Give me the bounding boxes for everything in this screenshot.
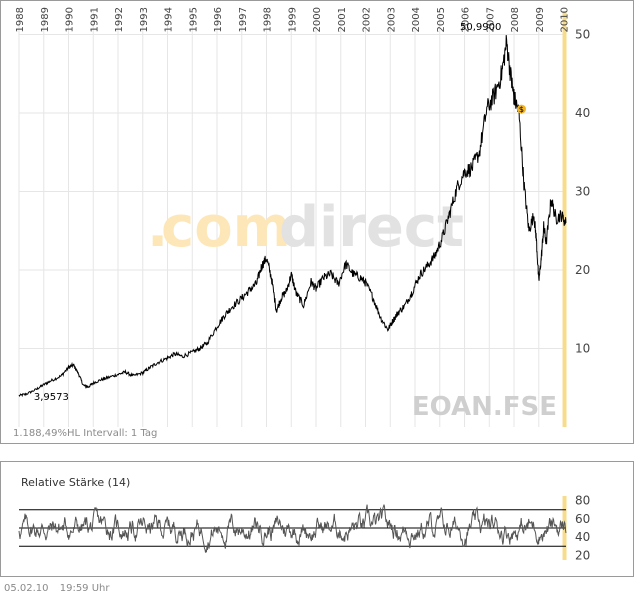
x-tick-label: 2000	[312, 7, 323, 32]
rsi-line	[18, 504, 567, 553]
y-tick-label: 50	[575, 28, 590, 42]
x-tick-label: 1990	[65, 7, 76, 32]
y-tick-labels: 10 20 30 40 50	[575, 28, 590, 356]
rsi-title: Relative Stärke (14)	[21, 476, 130, 489]
footer-time: 19:59 Uhr	[59, 583, 110, 594]
x-tick-label: 2005	[436, 7, 447, 32]
dividend-marker	[516, 104, 526, 114]
x-tick-label: 2002	[362, 7, 373, 32]
watermark: . com direct	[147, 195, 464, 260]
rsi-y-tick-label: 80	[575, 494, 590, 508]
watermark-dot: .	[147, 195, 168, 260]
price-line	[18, 35, 567, 398]
rsi-y-tick-label: 60	[575, 512, 590, 526]
dividend-marker-label: $	[519, 105, 524, 114]
watermark-com: com	[161, 195, 291, 260]
interval-info: 1.188,49%HL Intervall: 1 Tag	[13, 428, 157, 439]
rsi-reference-lines	[19, 509, 566, 547]
min-price-label: 3,9573	[34, 392, 69, 403]
current-period-highlight	[562, 11, 567, 427]
rsi-y-tick-label: 40	[575, 530, 590, 544]
x-tick-label: 2006	[461, 7, 472, 32]
watermark-direct: direct	[279, 195, 464, 260]
y-gridlines	[19, 34, 566, 350]
price-chart: . com direct EOAN.FSE 1988 1989 1990 1991 19…	[13, 7, 590, 439]
x-tick-label: 2007	[485, 7, 496, 32]
y-tick-label: 10	[575, 342, 590, 356]
x-tick-label: 2010	[560, 7, 571, 32]
footer-date: 05.02.10	[4, 583, 49, 594]
x-tick-label: 1993	[139, 7, 150, 32]
y-tick-label: 30	[575, 185, 590, 199]
x-tick-label: 1994	[164, 7, 175, 32]
rsi-y-tick-labels: 20 40 60 80	[575, 494, 590, 563]
rsi-chart: Relative Stärke (14) 20 40 60 80	[18, 476, 590, 563]
x-tick-label: 1988	[15, 7, 26, 32]
y-tick-label: 20	[575, 263, 590, 277]
x-tick-label: 2008	[510, 7, 521, 32]
x-tick-label: 2004	[411, 7, 422, 32]
rsi-chart-panel: Relative Stärke (14) 20 40 60 80	[0, 461, 634, 577]
x-tick-label: 1998	[263, 7, 274, 32]
x-tick-label: 1999	[287, 7, 298, 32]
rsi-y-tick-label: 20	[575, 548, 590, 562]
max-price-label: 50,9900	[460, 22, 501, 33]
x-tick-label: 2003	[386, 7, 397, 32]
x-tick-label: 2001	[337, 7, 348, 32]
x-tick-label: 1992	[114, 7, 125, 32]
x-tick-label: 2009	[535, 7, 546, 32]
x-tick-labels: 1988 1989 1990 1991 1992 1993 1994 1995 1996 1997…	[15, 7, 571, 32]
x-tick-label: 1991	[89, 7, 100, 32]
symbol-label: EOAN.FSE	[412, 392, 557, 422]
timestamp-footer: 05.02.10 19:59 Uhr	[4, 583, 117, 594]
y-tick-label: 40	[575, 106, 590, 120]
price-chart-panel: . com direct EOAN.FSE 1988 1989 1990 1991 19…	[0, 0, 634, 444]
x-tick-label: 1989	[40, 7, 51, 32]
x-tick-label: 1995	[188, 7, 199, 32]
x-tick-label: 1996	[213, 7, 224, 32]
x-tick-label: 1997	[238, 7, 249, 32]
